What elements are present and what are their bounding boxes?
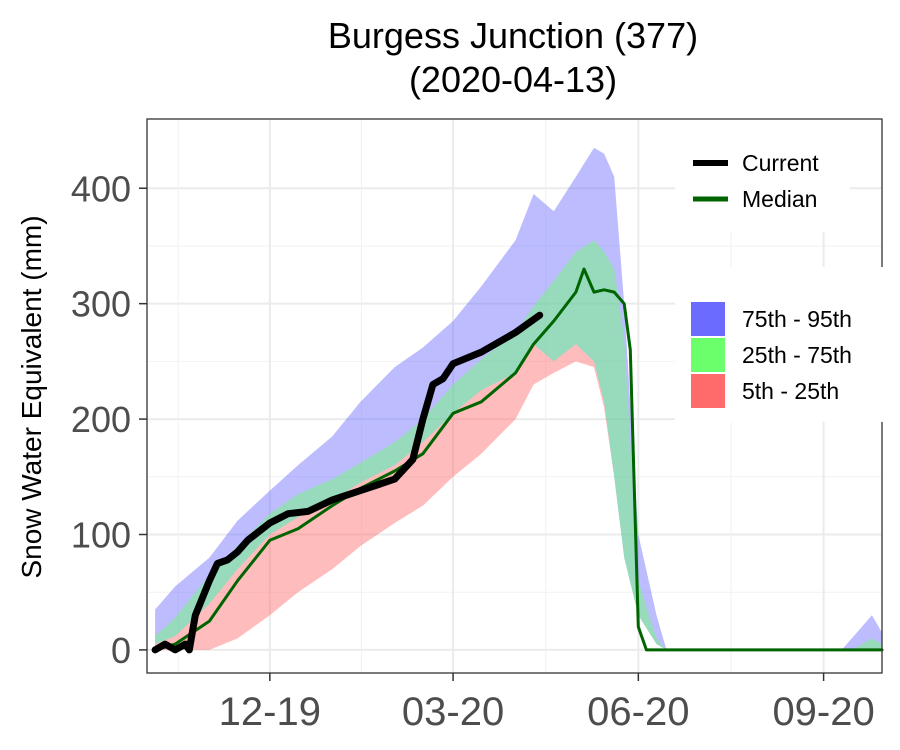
legend-band-75-95-swatch <box>691 302 725 336</box>
legend-band-25-75-swatch <box>691 338 725 372</box>
x-tick-label: 09-20 <box>772 690 874 734</box>
y-tick-label: 100 <box>71 515 131 556</box>
legend-band-5-25-label: 5th - 25th <box>742 378 839 404</box>
x-tick-label: 06-20 <box>587 690 689 734</box>
chart-title: Burgess Junction (377) <box>328 15 698 56</box>
legend-lines-box <box>675 120 850 232</box>
y-tick-label: 400 <box>71 168 131 209</box>
legend-band-25-75-label: 25th - 75th <box>742 342 852 368</box>
percentile-bands <box>155 147 883 650</box>
band-5th-25th <box>155 344 883 650</box>
line-median <box>153 267 884 652</box>
y-axis: 0 100 200 300 400 <box>71 168 147 671</box>
band-75th-95th <box>155 147 883 650</box>
x-tick-label: 03-20 <box>402 690 504 734</box>
legend-band-75-95-label: 75th - 95th <box>742 306 852 332</box>
gridlines <box>147 119 882 673</box>
legend-current-label: Current <box>742 150 819 176</box>
x-tick-label: 12-19 <box>219 690 321 734</box>
y-axis-label: Snow Water Equivalent (mm) <box>16 215 47 578</box>
legend-band-5-25-swatch <box>691 374 725 408</box>
line-current <box>151 311 544 654</box>
legend-median-label: Median <box>742 186 817 212</box>
chart-subtitle: (2020-04-13) <box>409 59 617 100</box>
y-tick-label: 300 <box>71 284 131 325</box>
series-lines <box>151 267 884 654</box>
x-axis: 12-19 03-20 06-20 09-20 <box>219 673 875 734</box>
y-tick-label: 200 <box>71 399 131 440</box>
y-tick-label: 0 <box>111 630 131 671</box>
legend-lines: Current Median <box>675 120 850 232</box>
legend-bands: 75th - 95th 25th - 75th 5th - 25th <box>675 267 890 422</box>
